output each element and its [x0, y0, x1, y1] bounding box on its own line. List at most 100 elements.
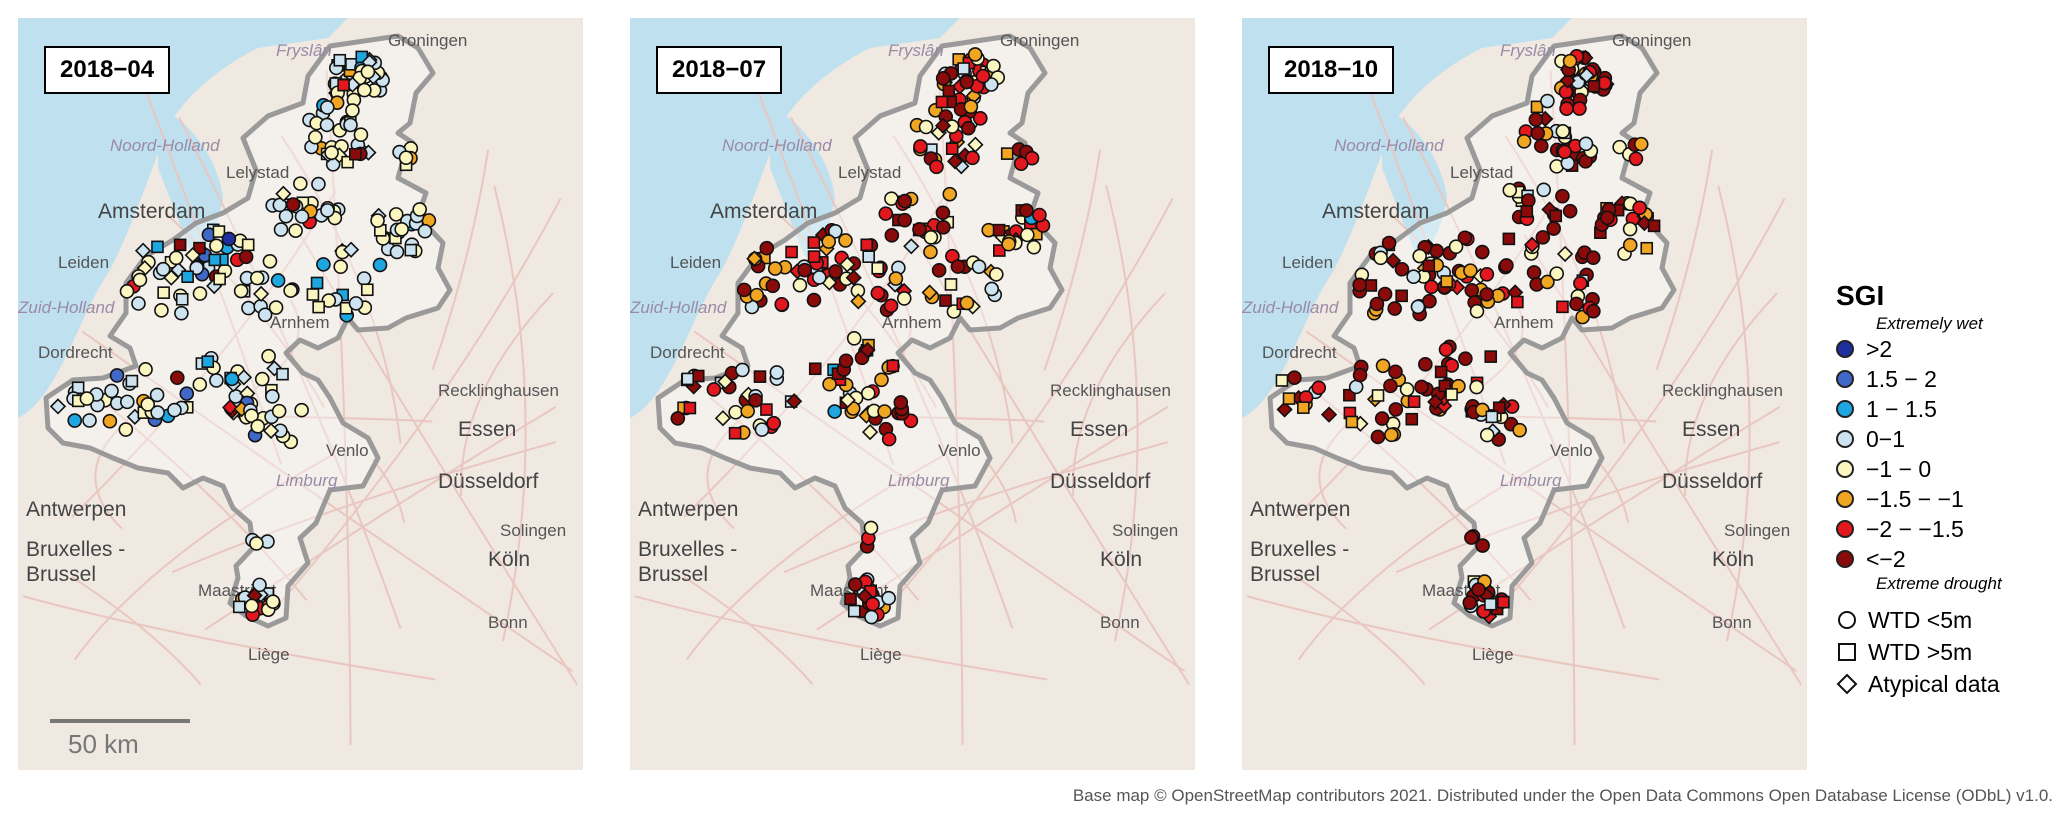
road-line [937, 69, 964, 745]
well-marker-square [1587, 79, 1601, 93]
well-marker-circle [140, 397, 156, 412]
well-marker-circle [1287, 370, 1302, 385]
well-marker-circle [848, 577, 863, 592]
circle-icon [1836, 609, 1858, 631]
well-marker-circle [754, 422, 770, 437]
well-marker-circle [1458, 351, 1473, 366]
well-marker-circle [1429, 243, 1445, 259]
place-label: Fryslân [888, 41, 944, 60]
legend-symbol-item: Atypical data [1836, 668, 2056, 700]
legend-classes: >2 1.5 − 2 1 − 1.5 0−1 −1 − 0 −1.5 − −1 −2 − −… [1836, 334, 2056, 574]
well-marker-diamond [235, 369, 253, 386]
well-marker-square [886, 359, 900, 373]
well-marker-circle [294, 402, 309, 418]
well-marker-circle [1573, 276, 1588, 291]
well-marker-circle [1555, 124, 1571, 139]
well-marker-square [1511, 295, 1524, 309]
well-marker-circle [283, 283, 298, 298]
well-marker-diamond [921, 284, 938, 301]
place-label: Fryslân [276, 41, 332, 60]
well-marker-circle [1020, 227, 1035, 243]
well-marker-circle [929, 159, 944, 175]
road-line [1043, 149, 1102, 371]
well-marker-circle [150, 405, 165, 420]
well-marker-circle [1026, 239, 1042, 255]
well-marker-circle [931, 263, 947, 278]
place-label: Brussel [1250, 563, 1320, 586]
legend-class-item: 1 − 1.5 [1836, 394, 2056, 424]
well-marker-circle [271, 403, 287, 419]
well-marker-diamond [1276, 401, 1293, 418]
well-marker-circle [170, 370, 185, 386]
well-marker-circle [1475, 538, 1490, 553]
legend-class-label: <−2 [1866, 545, 1906, 572]
well-marker-circle [257, 307, 273, 323]
scale-bar: 50 km [32, 719, 190, 760]
well-marker-circle [959, 74, 974, 90]
well-marker-circle [888, 271, 904, 286]
well-marker-square [1407, 395, 1421, 408]
well-marker-circle [828, 264, 843, 279]
road-line [888, 198, 1174, 607]
well-marker-square [212, 225, 226, 238]
well-marker-diamond [946, 153, 964, 170]
well-marker-circle [241, 300, 256, 316]
well-marker-circle [154, 303, 169, 318]
well-marker-circle [131, 296, 146, 311]
panel-date-label: 2018−07 [656, 46, 783, 94]
well-marker-circle [316, 257, 331, 272]
well-marker-circle [1528, 112, 1544, 127]
well-marker-circle [356, 271, 372, 286]
place-label: Bonn [1100, 613, 1140, 632]
well-marker-circle [1438, 342, 1454, 357]
well-marker-circle [670, 411, 686, 426]
well-marker-circle [1502, 182, 1518, 198]
place-label: Solingen [500, 521, 566, 540]
well-marker-circle [1369, 296, 1385, 312]
place-label: Düsseldorf [438, 470, 539, 493]
well-marker-circle [735, 362, 750, 378]
place-label: Fryslân [1500, 41, 1556, 60]
well-marker-square [232, 600, 246, 614]
road-line [685, 454, 944, 661]
road-line [683, 576, 814, 685]
well-marker-square [241, 238, 255, 252]
place-label: Dordrecht [650, 343, 725, 362]
well-marker-circle [984, 281, 1000, 297]
well-marker-circle [827, 404, 842, 419]
legend-class-item: −1.5 − −1 [1836, 484, 2056, 514]
well-marker-diamond [1320, 406, 1338, 423]
well-marker-circle [221, 231, 237, 247]
well-marker-circle [254, 371, 270, 387]
well-marker-diamond [252, 285, 270, 303]
well-marker-circle [1418, 357, 1433, 372]
legend-symbol-item: WTD >5m [1836, 636, 2056, 668]
well-marker-square [1395, 289, 1408, 303]
well-marker-circle [897, 212, 912, 228]
well-marker-square [1282, 392, 1296, 405]
well-marker-circle [923, 244, 938, 260]
well-marker-square [306, 288, 320, 301]
road-line [706, 418, 742, 530]
well-marker-circle [1311, 380, 1327, 396]
well-marker-diamond [716, 373, 734, 390]
legend-wet-note: Extremely wet [1876, 314, 1983, 333]
well-marker-circle [109, 368, 125, 383]
well-marker-circle [706, 382, 722, 397]
well-marker-square [181, 270, 194, 284]
well-marker-circle [118, 422, 134, 437]
well-marker-circle [288, 223, 303, 238]
well-marker-circle [1381, 235, 1397, 251]
well-marker-diamond [934, 117, 952, 134]
well-marker-square [728, 426, 742, 440]
legend-class-item: <−2 [1836, 544, 2056, 574]
well-marker-circle [878, 206, 894, 221]
place-label: Lelystad [838, 163, 901, 182]
well-marker-circle [1399, 382, 1415, 397]
well-marker-circle [224, 371, 240, 387]
well-marker-circle [1516, 134, 1532, 149]
well-marker-circle [1479, 267, 1495, 282]
panel-date-label: 2018−04 [44, 46, 171, 94]
well-marker-square [1275, 374, 1289, 387]
well-marker-circle [769, 365, 785, 380]
